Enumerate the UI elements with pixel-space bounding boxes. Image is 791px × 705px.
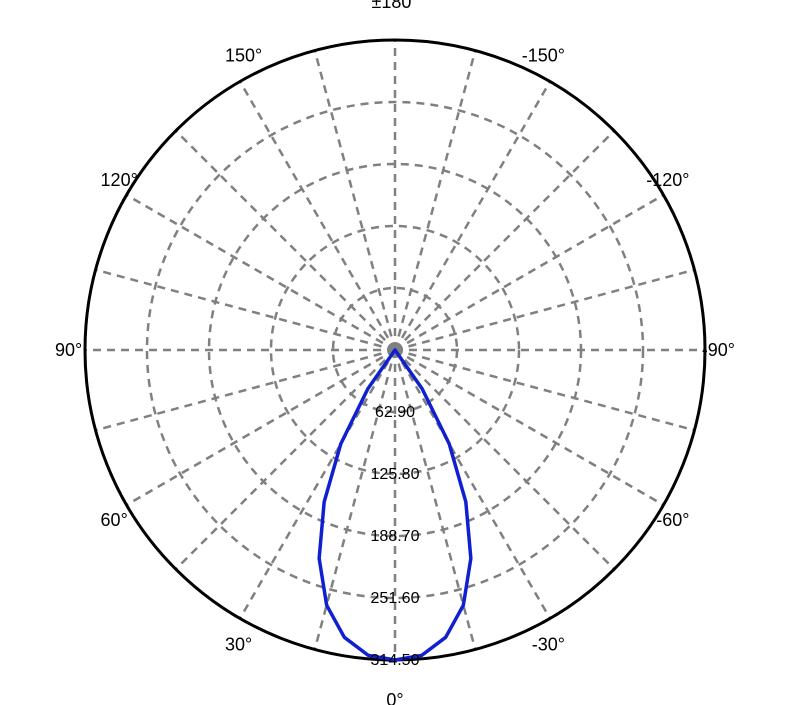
angle-label: 120° — [101, 170, 138, 190]
radial-label: 314.50 — [371, 652, 420, 669]
radial-label: 125.80 — [371, 466, 420, 483]
angle-label: -60° — [656, 510, 689, 530]
angle-label: -30° — [532, 634, 565, 654]
angle-label: 60° — [101, 510, 128, 530]
radial-label: 188.70 — [371, 528, 420, 545]
angle-label: -150° — [522, 46, 565, 66]
angle-label: 150° — [225, 46, 262, 66]
polar-chart: 62.90 125.80 188.70 251.60 314.50 0° 30° 60° 90°… — [0, 0, 791, 705]
angle-label: 30° — [225, 634, 252, 654]
radial-label: 251.60 — [371, 590, 420, 607]
radial-label: 62.90 — [375, 404, 415, 421]
angle-label: -120° — [646, 170, 689, 190]
angle-label: 90° — [55, 340, 82, 360]
angle-label: -90° — [702, 340, 735, 360]
angle-label: ±180° — [371, 0, 418, 12]
angle-label: 0° — [386, 690, 403, 705]
